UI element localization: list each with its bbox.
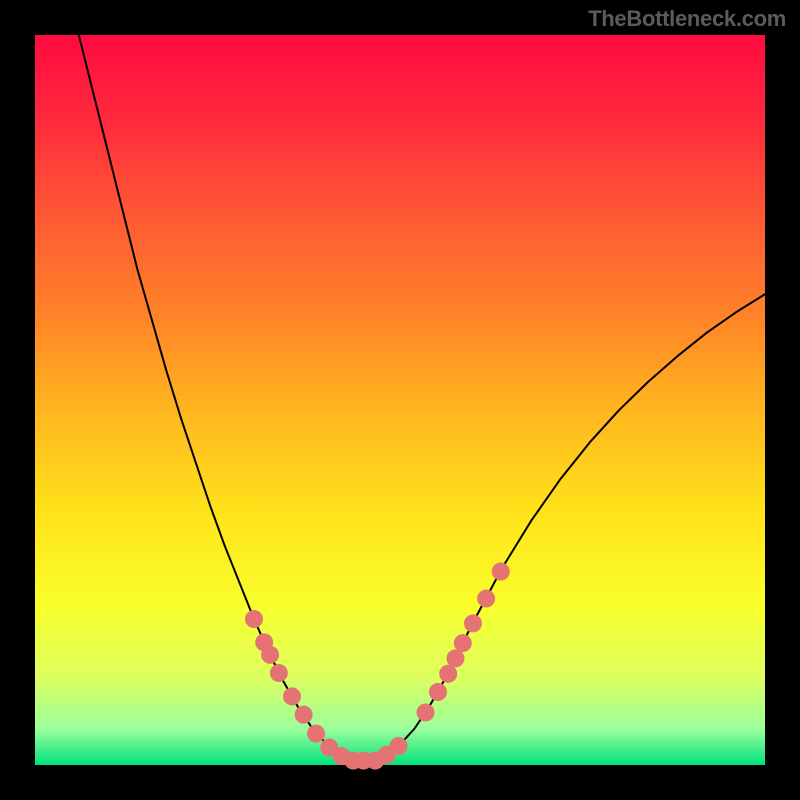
- data-marker: [390, 737, 408, 755]
- data-marker: [464, 614, 482, 632]
- data-marker: [446, 649, 464, 667]
- data-marker: [477, 590, 495, 608]
- data-marker: [270, 664, 288, 682]
- data-marker: [454, 634, 472, 652]
- gradient-plot-area: [35, 35, 765, 765]
- data-marker: [429, 683, 447, 701]
- chart-svg: [0, 0, 800, 800]
- watermark-text: TheBottleneck.com: [588, 6, 786, 32]
- chart-root: { "canvas": { "width": 800, "height": 80…: [0, 0, 800, 800]
- data-marker: [295, 706, 313, 724]
- data-marker: [245, 610, 263, 628]
- data-marker: [283, 687, 301, 705]
- data-marker: [492, 563, 510, 581]
- data-marker: [417, 703, 435, 721]
- data-marker: [439, 665, 457, 683]
- data-marker: [307, 725, 325, 743]
- data-marker: [261, 646, 279, 664]
